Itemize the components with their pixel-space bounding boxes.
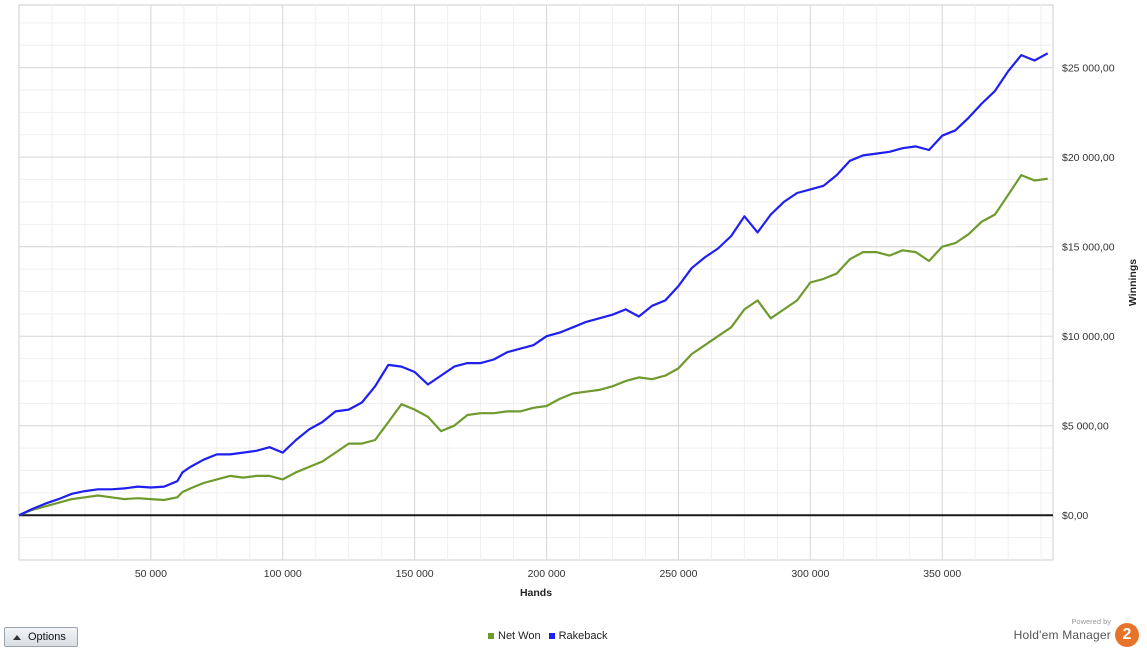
y-tick-label: $20 000,00: [1062, 152, 1115, 164]
series-line-net-won: [18, 174, 1048, 517]
x-axis-title: Hands: [520, 587, 552, 599]
legend-label-net-won: Net Won: [498, 630, 541, 642]
y-tick-label: $25 000,00: [1062, 63, 1115, 75]
series-layer: [18, 52, 1049, 517]
caret-up-icon: [13, 634, 21, 640]
legend-item-rakeback[interactable]: Rakeback: [548, 630, 608, 642]
y-tick-label: $10 000,00: [1062, 331, 1115, 343]
y-tick-label: $15 000,00: [1062, 242, 1115, 254]
x-tick-label: 150 000: [396, 568, 434, 580]
y-tick-label: $0,00: [1062, 510, 1088, 522]
legend-label-rakeback: Rakeback: [558, 630, 608, 642]
y-tick-label: $5 000,00: [1062, 421, 1109, 433]
chart-legend: Net Won Rakeback: [488, 630, 608, 642]
legend-swatch-rakeback: [548, 633, 555, 639]
plot-area: [18, 4, 1054, 561]
x-axis-ticks: 50 000 100 000 150 000 200 000 250 000 300 00…: [135, 568, 962, 580]
x-tick-label: 300 000: [791, 568, 829, 580]
product-name: Hold'em Manager: [1013, 628, 1111, 642]
options-button[interactable]: Options: [4, 627, 78, 647]
series-line-rakeback: [18, 52, 1049, 517]
x-tick-label: 50 000: [135, 568, 167, 580]
x-tick-label: 350 000: [923, 568, 961, 580]
x-tick-label: 100 000: [264, 568, 302, 580]
legend-swatch-net-won: [488, 633, 494, 639]
branding: Powered by Hold'em Manager 2: [1001, 617, 1141, 651]
x-tick-label: 250 000: [659, 568, 697, 580]
y-axis-ticks: $0,00 $5 000,00 $10 000,00 $15 000,00 $20 00…: [1062, 63, 1115, 523]
minor-grid: [19, 5, 1053, 560]
hem2-logo-icon: 2: [1115, 623, 1139, 647]
options-label: Options: [28, 631, 66, 643]
y-axis-title: Winnings: [1127, 259, 1139, 306]
legend-item-net-won[interactable]: Net Won: [488, 630, 541, 642]
x-tick-label: 200 000: [528, 568, 566, 580]
powered-by-text: Powered by: [1071, 617, 1111, 626]
